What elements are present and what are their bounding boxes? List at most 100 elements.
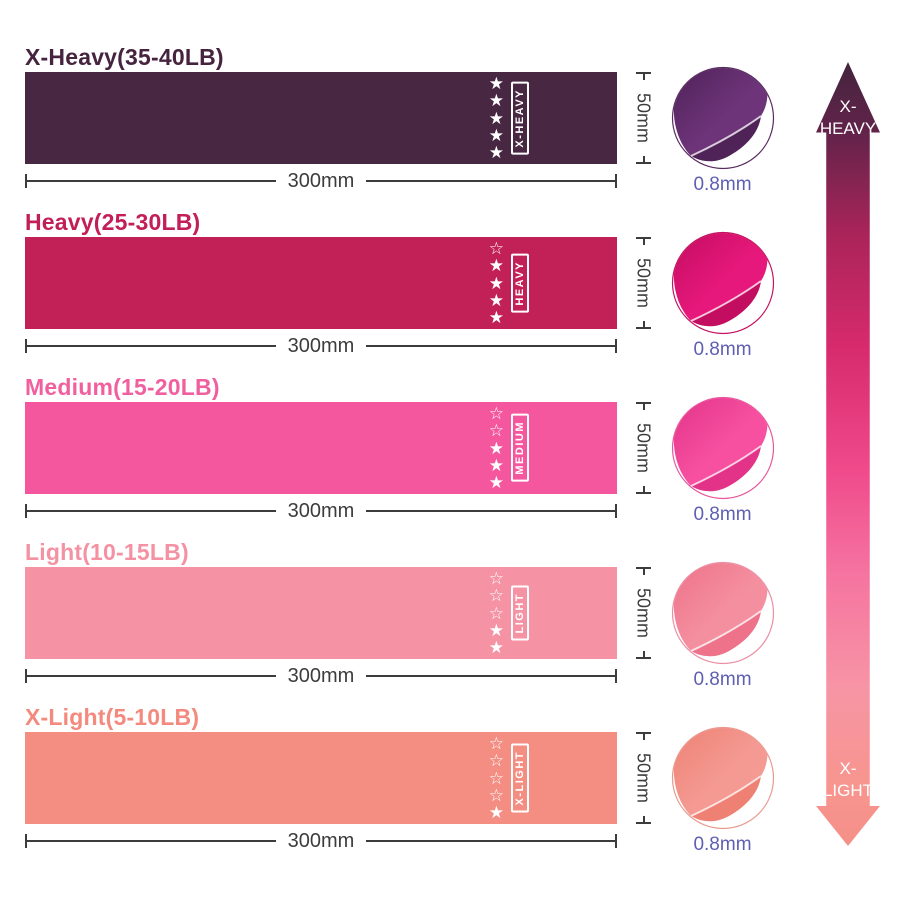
star-filled-icon: ★ xyxy=(488,273,504,293)
star-outline-icon: ☆ xyxy=(488,586,504,606)
thickness-label: 0.8mm xyxy=(693,339,752,360)
height-dimension-label: 50mm xyxy=(633,257,654,308)
dimension-line xyxy=(25,345,276,347)
dimension-tick xyxy=(635,402,651,410)
band-roll-photo xyxy=(671,396,775,500)
dimension-tick xyxy=(635,651,651,659)
thickness-label: 0.8mm xyxy=(693,504,752,525)
dimension-tick xyxy=(635,237,651,245)
star-rating: ☆ ★ ★ ★ ★ xyxy=(489,240,504,326)
star-filled-icon: ★ xyxy=(488,108,504,128)
star-filled-icon: ★ xyxy=(488,473,504,492)
star-rating: ★ ★ ★ ★ ★ xyxy=(489,75,504,161)
band-roll-photo xyxy=(671,66,775,170)
star-filled-icon: ★ xyxy=(488,438,504,458)
star-outline-icon: ☆ xyxy=(488,751,504,771)
band-row-heavy: Heavy(25-30LB) ☆ ★ ★ ★ ★ HEAVY 50mm 300mm 0.… xyxy=(0,209,810,360)
star-filled-icon: ★ xyxy=(488,638,504,657)
height-dimension: 50mm xyxy=(629,567,657,659)
height-dimension-label: 50mm xyxy=(633,587,654,638)
band-strength-label: LIGHT xyxy=(511,585,529,641)
height-dimension-label: 50mm xyxy=(633,92,654,143)
dimension-tick xyxy=(635,156,651,164)
height-dimension-label: 50mm xyxy=(633,752,654,803)
star-filled-icon: ★ xyxy=(488,91,504,111)
band-strength-label: X-LIGHT xyxy=(511,743,529,813)
star-outline-icon: ☆ xyxy=(488,569,504,588)
band-swatch: ☆ ☆ ☆ ☆ ★ X-LIGHT xyxy=(25,732,617,824)
width-dimension: 300mm xyxy=(25,334,618,358)
dimension-line xyxy=(25,510,276,512)
band-row-medium: Medium(15-20LB) ☆ ☆ ★ ★ ★ MEDIUM 50mm 300mm … xyxy=(0,374,810,525)
width-dimension: 300mm xyxy=(25,829,618,853)
star-filled-icon: ★ xyxy=(488,256,504,276)
width-dimension-label: 300mm xyxy=(287,499,355,522)
star-filled-icon: ★ xyxy=(488,290,504,310)
star-filled-icon: ★ xyxy=(488,620,504,640)
star-outline-icon: ☆ xyxy=(488,603,504,623)
band-row-x-light: X-Light(5-10LB) ☆ ☆ ☆ ☆ ★ X-LIGHT 50mm 300mm… xyxy=(0,704,810,855)
dimension-line xyxy=(366,840,618,842)
dimension-tick xyxy=(635,72,651,80)
dimension-tick xyxy=(635,486,651,494)
star-filled-icon: ★ xyxy=(488,74,504,93)
height-dimension: 50mm xyxy=(629,732,657,824)
thickness-label: 0.8mm xyxy=(693,174,752,195)
star-rating: ☆ ☆ ★ ★ ★ xyxy=(489,405,504,491)
band-row-x-heavy: X-Heavy(35-40LB) ★ ★ ★ ★ ★ X-HEAVY 50mm 300m… xyxy=(0,44,810,195)
thickness-label: 0.8mm xyxy=(693,834,752,855)
scale-label-x-light: X- LIGHT xyxy=(822,759,874,800)
dimension-line xyxy=(366,345,618,347)
band-title: X-Heavy(35-40LB) xyxy=(25,44,224,70)
dimension-tick xyxy=(635,321,651,329)
band-roll-photo xyxy=(671,561,775,665)
star-rating: ☆ ☆ ☆ ☆ ★ xyxy=(489,735,504,821)
width-dimension-label: 300mm xyxy=(287,334,355,357)
star-filled-icon: ★ xyxy=(488,803,504,822)
height-dimension-label: 50mm xyxy=(633,422,654,473)
star-rating: ☆ ☆ ☆ ★ ★ xyxy=(489,570,504,656)
width-dimension-label: 300mm xyxy=(287,664,355,687)
band-list: X-Heavy(35-40LB) ★ ★ ★ ★ ★ X-HEAVY 50mm 300m… xyxy=(0,44,810,869)
star-filled-icon: ★ xyxy=(488,125,504,145)
band-roll-photo xyxy=(671,726,775,830)
star-outline-icon: ☆ xyxy=(488,785,504,805)
star-outline-icon: ☆ xyxy=(488,734,504,753)
strength-scale-arrow: X- HEAVY X- LIGHT xyxy=(816,62,880,846)
dimension-tick xyxy=(635,816,651,824)
width-dimension-label: 300mm xyxy=(287,169,355,192)
width-dimension: 300mm xyxy=(25,499,618,523)
height-dimension: 50mm xyxy=(629,237,657,329)
dimension-line xyxy=(25,180,276,182)
band-swatch: ☆ ☆ ★ ★ ★ MEDIUM xyxy=(25,402,617,494)
band-roll-photo xyxy=(671,231,775,335)
band-strength-label: HEAVY xyxy=(511,253,529,313)
scale-label-x-heavy: X- HEAVY xyxy=(819,97,877,138)
band-swatch: ☆ ☆ ☆ ★ ★ LIGHT xyxy=(25,567,617,659)
band-strength-label: MEDIUM xyxy=(511,414,529,482)
width-dimension: 300mm xyxy=(25,664,618,688)
dimension-line xyxy=(366,675,618,677)
thickness-label: 0.8mm xyxy=(693,669,752,690)
band-title: Light(10-15LB) xyxy=(25,539,189,565)
height-dimension: 50mm xyxy=(629,72,657,164)
dimension-line xyxy=(25,675,276,677)
star-outline-icon: ☆ xyxy=(488,404,504,423)
band-row-light: Light(10-15LB) ☆ ☆ ☆ ★ ★ LIGHT 50mm 300mm 0.… xyxy=(0,539,810,690)
band-strength-label: X-HEAVY xyxy=(511,81,529,155)
dimension-line xyxy=(366,180,618,182)
band-title: Medium(15-20LB) xyxy=(25,374,220,400)
star-filled-icon: ★ xyxy=(488,455,504,475)
band-title: Heavy(25-30LB) xyxy=(25,209,201,235)
band-swatch: ☆ ★ ★ ★ ★ HEAVY xyxy=(25,237,617,329)
height-dimension: 50mm xyxy=(629,402,657,494)
width-dimension-label: 300mm xyxy=(287,829,355,852)
dimension-line xyxy=(366,510,618,512)
star-outline-icon: ☆ xyxy=(488,421,504,441)
star-filled-icon: ★ xyxy=(488,308,504,327)
star-outline-icon: ☆ xyxy=(488,768,504,788)
band-swatch: ★ ★ ★ ★ ★ X-HEAVY xyxy=(25,72,617,164)
dimension-tick xyxy=(635,567,651,575)
width-dimension: 300mm xyxy=(25,169,618,193)
star-filled-icon: ★ xyxy=(488,143,504,162)
